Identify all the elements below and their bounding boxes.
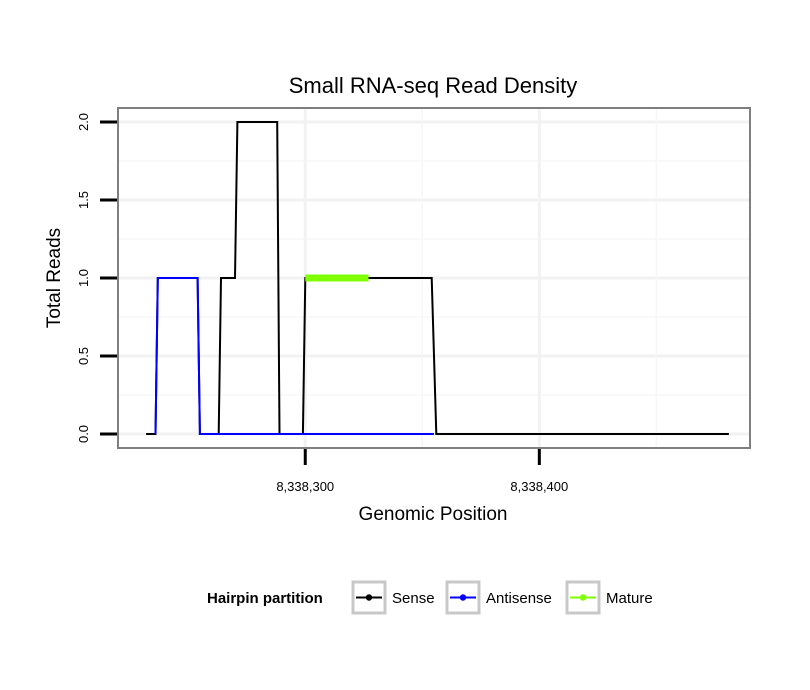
legend-key-point-mature — [579, 594, 587, 601]
y-tick-label: 0.0 — [76, 425, 91, 443]
y-axis-label: Total Reads — [44, 228, 65, 328]
legend-key-point-sense — [365, 594, 373, 601]
legend-label-sense: Sense — [392, 590, 435, 607]
y-tick-label: 1.0 — [76, 269, 91, 287]
x-axis: 8,338,300 8,338,400 — [276, 449, 568, 494]
legend-label-mature: Mature — [606, 590, 653, 607]
x-tick-label: 8,338,300 — [276, 479, 334, 494]
x-tick-label: 8,338,400 — [510, 479, 568, 494]
series-lines — [146, 121, 729, 435]
x-axis-label: Genomic Position — [359, 504, 508, 525]
y-tick-label: 2.0 — [76, 113, 91, 131]
legend-keys: Sense Antisense Mature — [351, 580, 653, 615]
y-tick-label: 1.5 — [76, 191, 91, 209]
series-line-antisense — [154, 277, 434, 435]
panel — [117, 107, 751, 449]
legend-key-point-antisense — [459, 594, 467, 601]
chart-title: Small RNA-seq Read Density — [289, 73, 578, 98]
legend-label-antisense: Antisense — [486, 590, 552, 607]
legend-title: Hairpin partition — [207, 590, 323, 607]
y-axis: 0.0 0.5 1.0 1.5 2.0 — [76, 113, 117, 443]
legend: Hairpin partition Sense Antisense Mature — [207, 580, 653, 615]
y-tick-label: 0.5 — [76, 347, 91, 365]
panel-border — [117, 107, 751, 449]
